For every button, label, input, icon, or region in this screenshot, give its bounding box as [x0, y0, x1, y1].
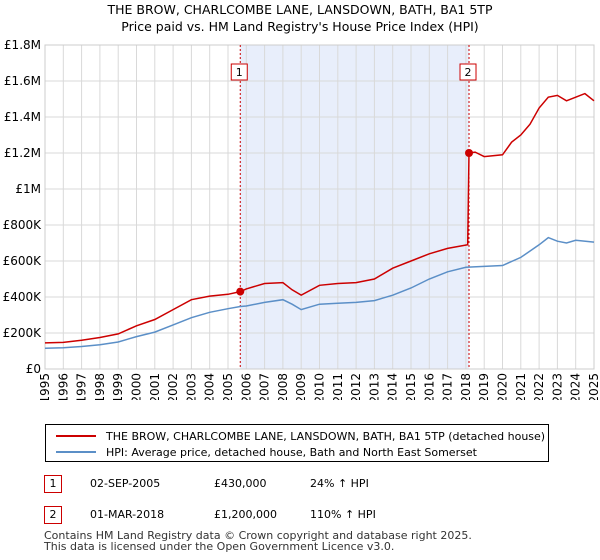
price-chart: £0 £200K £400K £600K £800K £1M £1.2M £1.4M £1.6M… [3, 38, 600, 400]
sale-marker-label: 2 [465, 66, 472, 79]
sale-number-badge: 2 [44, 506, 62, 524]
chart-legend: THE BROW, CHARLCOMBE LANE, LANSDOWN, BAT… [45, 424, 549, 462]
sale-number-badge: 1 [44, 475, 62, 493]
x-tick-label: 2016 [422, 373, 436, 400]
footer-attribution: Contains HM Land Registry data © Crown c… [44, 530, 472, 552]
x-tick-label: 2003 [184, 373, 198, 400]
series-line-property [44, 92, 595, 344]
footer-line-copyright: Contains HM Land Registry data © Crown c… [44, 529, 472, 542]
plot-frame [44, 44, 595, 370]
sale-date: 02-SEP-2005 [90, 477, 161, 490]
sale-hpi-change: 24% ↑ HPI [310, 477, 369, 490]
y-tick-label: £400K [3, 290, 43, 304]
legend-swatch-hpi [56, 451, 96, 453]
x-tick-label: 2012 [349, 373, 363, 400]
legend-label-property: THE BROW, CHARLCOMBE LANE, LANSDOWN, BAT… [106, 429, 546, 443]
sale-marker-box [459, 63, 477, 81]
sale-point [465, 149, 474, 157]
x-tick-label: 2011 [331, 373, 345, 400]
footer-line-licence: This data is licensed under the Open Gov… [44, 540, 395, 553]
x-tick-label: 2009 [294, 373, 308, 400]
y-tick-label: £1M [15, 182, 41, 196]
sale-point [236, 287, 245, 296]
sale-marker-box [230, 63, 248, 81]
x-tick-label: 1995 [38, 373, 52, 400]
sale-period-shading [240, 45, 470, 369]
legend-swatch-property [56, 435, 96, 437]
x-tick-label: 2017 [441, 373, 455, 400]
x-tick-label: 2021 [514, 373, 528, 400]
x-tick-label: 2025 [587, 373, 600, 400]
chart-title: THE BROW, CHARLCOMBE LANE, LANSDOWN, BAT… [107, 2, 493, 17]
sale-hpi-change: 110% ↑ HPI [310, 508, 376, 521]
x-tick-label: 2005 [221, 373, 235, 400]
x-tick-label: 1996 [56, 373, 70, 400]
x-tick-label: 2014 [386, 373, 400, 400]
x-tick-label: 1997 [75, 373, 89, 400]
x-tick-label: 2019 [477, 373, 491, 400]
x-tick-label: 1999 [111, 373, 125, 400]
x-tick-label: 2010 [313, 373, 327, 400]
x-tick-label: 2015 [404, 373, 418, 400]
y-tick-label: £1.4M [4, 110, 41, 124]
x-tick-label: 2001 [148, 373, 162, 400]
y-tick-label: £800K [3, 218, 43, 232]
x-tick-label: 2004 [203, 373, 217, 400]
sale-date: 01-MAR-2018 [90, 508, 165, 521]
y-tick-label: £200K [3, 326, 43, 340]
legend-label-hpi: HPI: Average price, detached house, Bath… [106, 445, 477, 459]
x-tick-label: 2024 [569, 373, 583, 400]
y-tick-label: £0 [26, 362, 41, 376]
x-tick-label: 2023 [550, 373, 564, 400]
y-tick-label: £1.8M [4, 38, 41, 52]
sale-marker-label: 1 [236, 66, 243, 79]
sale-price: £1,200,000 [214, 508, 277, 521]
x-tick-label: 2022 [532, 373, 546, 400]
legend-item-property: THE BROW, CHARLCOMBE LANE, LANSDOWN, BAT… [56, 428, 545, 444]
x-tick-label: 2002 [166, 373, 180, 400]
legend-item-hpi: HPI: Average price, detached house, Bath… [56, 444, 477, 460]
y-tick-label: £600K [3, 254, 43, 268]
chart-subtitle: Price paid vs. HM Land Registry's House … [121, 19, 479, 34]
x-tick-label: 1998 [93, 373, 107, 400]
x-tick-label: 2007 [258, 373, 272, 400]
sale-price: £430,000 [214, 477, 267, 490]
series-line-hpi [44, 236, 595, 350]
x-tick-label: 2018 [459, 373, 473, 400]
x-tick-label: 2006 [239, 373, 253, 400]
y-tick-label: £1.2M [4, 146, 41, 160]
x-tick-label: 2013 [367, 373, 381, 400]
x-tick-label: 2008 [276, 373, 290, 400]
x-tick-label: 2000 [130, 373, 144, 400]
x-tick-label: 2020 [496, 373, 510, 400]
y-tick-label: £1.6M [4, 74, 41, 88]
